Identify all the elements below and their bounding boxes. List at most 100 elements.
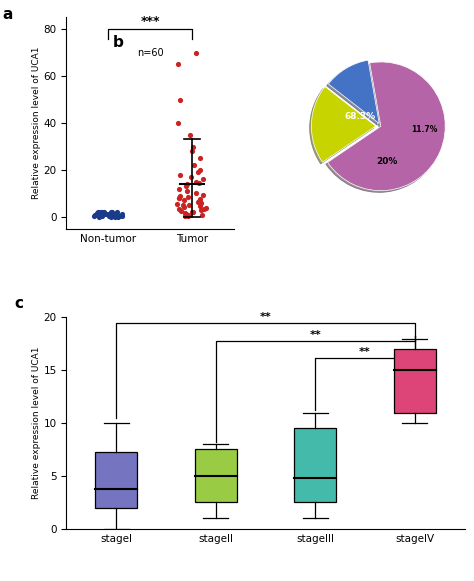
Text: 11.7%: 11.7% [411,125,438,134]
Point [175,204,183,213]
Point [177,170,184,180]
Point [187,173,195,182]
Wedge shape [328,62,445,191]
Point [181,211,189,220]
Point [108,207,115,217]
Point [98,207,106,217]
Point [196,166,203,175]
Point [196,202,204,211]
Text: 20%: 20% [377,157,398,166]
Text: n=60: n=60 [137,48,164,58]
Point [176,95,184,104]
Point [100,209,108,218]
Point [99,211,106,220]
Point [95,211,102,220]
Wedge shape [328,60,379,124]
Point [118,211,126,221]
Point [198,198,205,207]
Point [183,187,191,196]
Point [181,202,188,211]
Point [98,211,106,221]
Point [196,198,203,207]
Point [186,130,193,139]
Point [118,210,126,219]
Point [180,195,187,205]
Point [195,196,202,205]
Point [196,153,204,163]
Point [115,212,123,221]
Point [174,60,182,69]
Point [179,200,187,210]
Point [192,48,200,58]
Point [173,199,181,209]
Point [198,210,206,220]
Y-axis label: Relative expression level of UCA1: Relative expression level of UCA1 [32,47,41,199]
Y-axis label: Relative expression level of UCA1: Relative expression level of UCA1 [32,347,41,499]
Point [107,212,115,221]
Text: ***: *** [140,16,160,28]
Point [197,205,205,214]
Point [175,193,183,202]
Point [108,207,115,217]
Point [199,190,207,199]
Point [95,212,103,221]
Point [108,209,115,218]
Text: c: c [15,296,24,311]
Point [192,189,200,198]
Point [91,211,99,220]
Point [177,206,185,216]
Point [182,210,190,219]
Point [105,210,113,219]
Point [182,209,189,218]
Point [196,195,204,204]
Point [95,209,102,218]
Point [192,177,200,187]
Bar [195,450,237,503]
Point [185,212,192,221]
Point [176,191,184,200]
Text: **: ** [310,329,321,340]
Point [175,184,182,193]
Point [200,175,207,184]
Point [102,210,110,219]
Text: **: ** [260,311,271,322]
Point [114,212,122,221]
Bar [95,451,137,508]
Text: 68.3%: 68.3% [345,112,376,121]
Text: b: b [113,35,124,50]
Point [184,192,191,202]
Point [94,208,101,217]
Point [203,203,210,212]
Point [174,119,182,128]
Point [188,146,195,156]
Point [96,207,103,217]
Point [91,211,98,220]
Wedge shape [311,87,376,162]
Point [94,207,101,217]
Point [111,212,119,221]
Point [110,210,118,220]
Point [90,211,98,221]
Point [189,207,197,217]
Point [195,178,202,188]
Point [93,209,101,218]
Point [100,207,108,217]
Point [189,142,196,151]
Text: a: a [3,7,13,22]
Point [103,209,110,218]
Point [194,168,202,177]
Point [185,200,193,209]
Point [190,161,198,170]
Point [194,197,202,206]
Bar [394,349,436,413]
Text: **: ** [359,346,371,357]
Point [113,207,120,217]
Point [182,182,190,191]
Point [175,193,183,203]
Point [105,211,112,221]
Point [183,180,191,189]
Point [184,210,191,219]
Bar [294,428,336,503]
Point [188,207,196,217]
Point [201,205,208,214]
